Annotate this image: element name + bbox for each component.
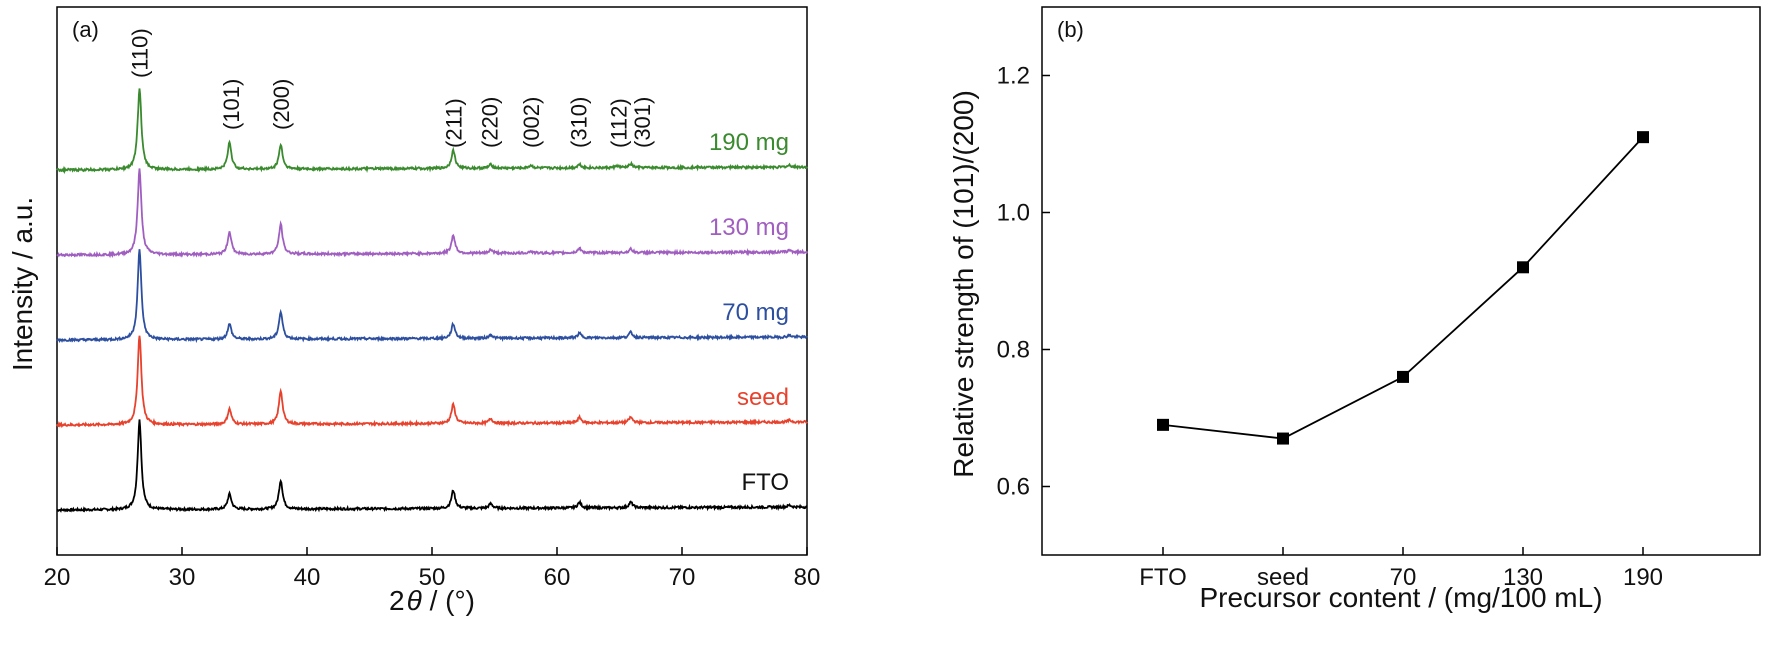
peak-label: (101) — [219, 79, 244, 130]
x-tick-label: 130 — [1503, 564, 1543, 591]
peak-label: (110) — [128, 28, 153, 78]
peak-label: (200) — [269, 79, 294, 130]
xrd-series-line — [56, 168, 808, 259]
x-tick-label: 70 — [1390, 564, 1417, 591]
panel-b-y-title: Relative strength of (101)/(200) — [948, 90, 979, 478]
panel-a-x-axis: 20 30 40 50 60 70 80 — [44, 547, 821, 591]
panel-b-x-axis: FTO seed 70 130 190 — [1139, 547, 1663, 591]
peak-label: (301) — [630, 97, 655, 148]
data-point-marker — [1637, 131, 1649, 144]
panel-a-series: FTO seed 70 mg 130 mg 190 mg — [56, 88, 808, 513]
xrd-series-line — [56, 249, 808, 344]
x-tick-label: 50 — [419, 564, 446, 591]
xrd-series-line — [56, 335, 808, 429]
peak-label: (002) — [519, 97, 544, 148]
panel-b-frame — [1041, 6, 1761, 556]
x-tick-label: 70 — [669, 564, 696, 591]
panel-a-frame — [56, 6, 808, 556]
series-label: FTO — [741, 469, 789, 496]
x-tick-label: 80 — [794, 564, 821, 591]
x-title-symbol: θ — [407, 585, 422, 616]
x-tick-label: 30 — [169, 564, 196, 591]
panel-b-series — [1157, 131, 1649, 445]
panel-b-label: (b) — [1057, 17, 1084, 42]
y-tick-label: 1.0 — [997, 200, 1030, 227]
peak-label: (112) — [606, 98, 631, 148]
panel-b-x-title: Precursor content / (mg/100 mL) — [1199, 582, 1602, 613]
y-tick-label: 1.2 — [997, 63, 1030, 90]
data-point-marker — [1157, 418, 1169, 431]
x-tick-label: 20 — [44, 564, 71, 591]
series-label: seed — [737, 384, 789, 411]
x-tick-label: FTO — [1139, 564, 1187, 591]
ratio-line — [1162, 136, 1644, 440]
series-label: 70 mg — [722, 299, 789, 326]
panel-a-label: (a) — [72, 17, 99, 42]
x-tick-label: 40 — [294, 564, 321, 591]
panel-b: (b) 0.6 0.8 1.0 1.2 FTO seed 70 130 190 Relativ… — [948, 6, 1761, 613]
xrd-series-line — [56, 88, 808, 175]
panel-a-peak-labels: (110) (101) (200) (211) (220) (002) (310) (112)… — [128, 28, 656, 148]
xrd-series-line — [56, 419, 808, 513]
series-label: 190 mg — [709, 129, 789, 156]
series-label: 130 mg — [709, 214, 789, 241]
x-tick-label: 190 — [1623, 564, 1663, 591]
y-tick-label: 0.8 — [997, 337, 1030, 364]
peak-label: (211) — [441, 98, 466, 148]
panel-a-y-title: Intensity / a.u. — [7, 197, 38, 371]
data-point-marker — [1517, 261, 1529, 274]
x-title-suffix: / (°) — [422, 585, 475, 616]
x-tick-label: seed — [1257, 564, 1309, 591]
panel-b-y-axis: 0.6 0.8 1.0 1.2 — [997, 63, 1050, 501]
peak-label: (310) — [566, 97, 591, 148]
panel-a: (a) 20 30 40 50 60 70 80 FTO seed 70 mg 130 mg 190… — [7, 6, 821, 616]
peak-label: (220) — [478, 97, 503, 148]
x-title-prefix: 2 — [389, 585, 405, 616]
y-tick-label: 0.6 — [997, 474, 1030, 501]
panel-a-x-title: 2θ / (°) — [389, 585, 475, 616]
data-point-marker — [1277, 432, 1289, 445]
x-tick-label: 60 — [544, 564, 571, 591]
data-point-marker — [1397, 370, 1409, 383]
